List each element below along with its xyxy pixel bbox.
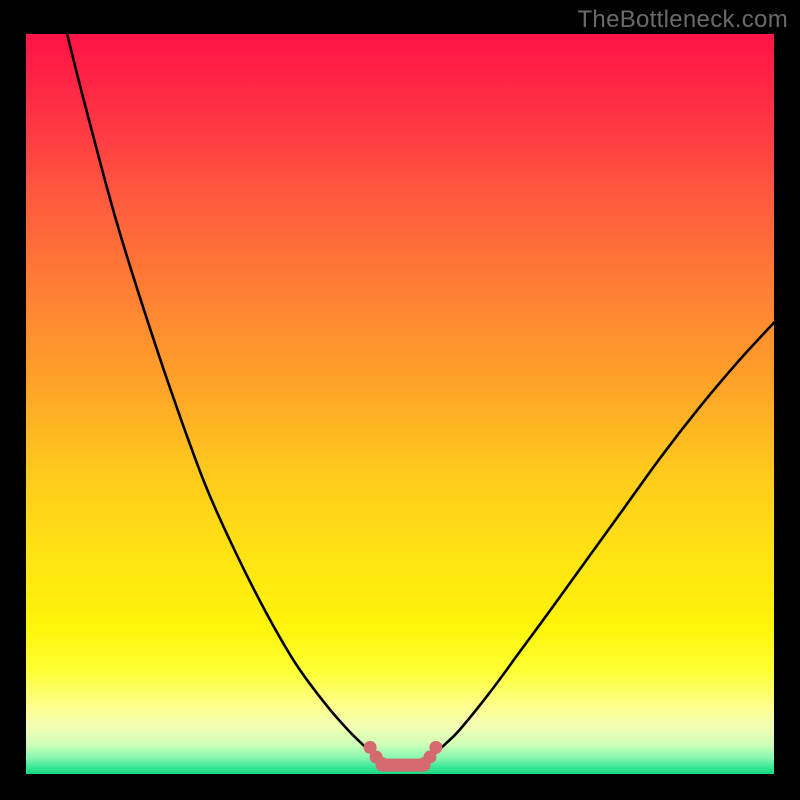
valley-dot (429, 741, 442, 754)
curve-right-branch (434, 323, 774, 755)
chart-svg-layer (26, 34, 774, 774)
curve-left-branch (67, 34, 374, 755)
chart-plot-area (26, 34, 774, 774)
watermark-text: TheBottleneck.com (577, 6, 788, 34)
valley-dot (376, 757, 389, 770)
